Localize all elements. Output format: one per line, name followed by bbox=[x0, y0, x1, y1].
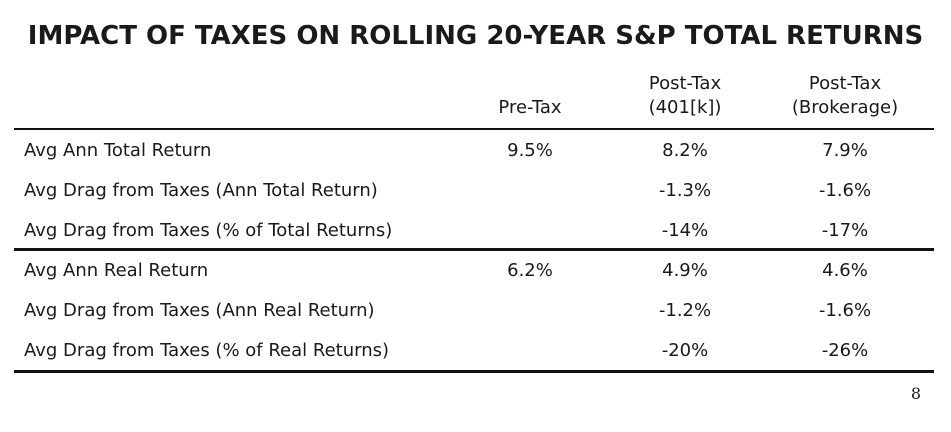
column-header-line2: (401[k]) bbox=[648, 97, 722, 118]
pre-tax-value: 9.5% bbox=[507, 140, 553, 161]
table-row: Avg Ann Real Return 6.2% 4.9% 4.6% bbox=[0, 251, 951, 291]
page-number: 8 bbox=[910, 384, 921, 403]
post-tax-brokerage-value: -26% bbox=[821, 340, 869, 361]
column-header-line1 bbox=[480, 72, 580, 96]
post-tax-401k-value: -14% bbox=[661, 220, 709, 241]
post-tax-brokerage-value: -1.6% bbox=[818, 300, 872, 321]
table-row: Avg Drag from Taxes (% of Total Returns)… bbox=[0, 211, 951, 251]
post-tax-brokerage-value: -1.6% bbox=[818, 180, 872, 201]
post-tax-brokerage-value: 4.6% bbox=[822, 260, 868, 281]
post-tax-brokerage-value: 7.9% bbox=[822, 140, 868, 161]
column-header-line1: Post-Tax bbox=[648, 73, 722, 94]
table-row: Avg Drag from Taxes (Ann Total Return) -… bbox=[0, 171, 951, 211]
post-tax-401k-value: -1.3% bbox=[658, 180, 712, 201]
row-label: Avg Drag from Taxes (Ann Total Return) bbox=[24, 180, 378, 201]
column-header-post-tax-brokerage: Post-Tax (Brokerage) bbox=[770, 72, 920, 120]
row-label: Avg Drag from Taxes (% of Real Returns) bbox=[24, 340, 390, 361]
post-tax-401k-value: -20% bbox=[661, 340, 709, 361]
post-tax-brokerage-value: -17% bbox=[821, 220, 869, 241]
row-label: Avg Ann Real Return bbox=[24, 260, 209, 281]
column-header-line2: (Brokerage) bbox=[791, 97, 899, 118]
table-bottom-rule bbox=[14, 370, 934, 373]
post-tax-401k-value: -1.2% bbox=[658, 300, 712, 321]
row-label: Avg Drag from Taxes (% of Total Returns) bbox=[24, 220, 393, 241]
header-divider bbox=[14, 128, 934, 130]
table-row: Avg Drag from Taxes (Ann Real Return) -1… bbox=[0, 291, 951, 331]
column-header-post-tax-401k: Post-Tax (401[k]) bbox=[620, 72, 750, 120]
post-tax-401k-value: 4.9% bbox=[662, 260, 708, 281]
row-label: Avg Ann Total Return bbox=[24, 140, 212, 161]
table-row: Avg Drag from Taxes (% of Real Returns) … bbox=[0, 331, 951, 371]
column-header-pre-tax: Pre-Tax bbox=[480, 72, 580, 120]
column-header-line2: Pre-Tax bbox=[498, 97, 562, 118]
column-header-line1: Post-Tax bbox=[808, 73, 882, 94]
page-title: IMPACT OF TAXES ON ROLLING 20-YEAR S&P T… bbox=[27, 21, 924, 51]
row-label: Avg Drag from Taxes (Ann Real Return) bbox=[24, 300, 375, 321]
pre-tax-value: 6.2% bbox=[507, 260, 553, 281]
table-row: Avg Ann Total Return 9.5% 8.2% 7.9% bbox=[0, 131, 951, 171]
section-divider bbox=[14, 248, 934, 251]
post-tax-401k-value: 8.2% bbox=[662, 140, 708, 161]
